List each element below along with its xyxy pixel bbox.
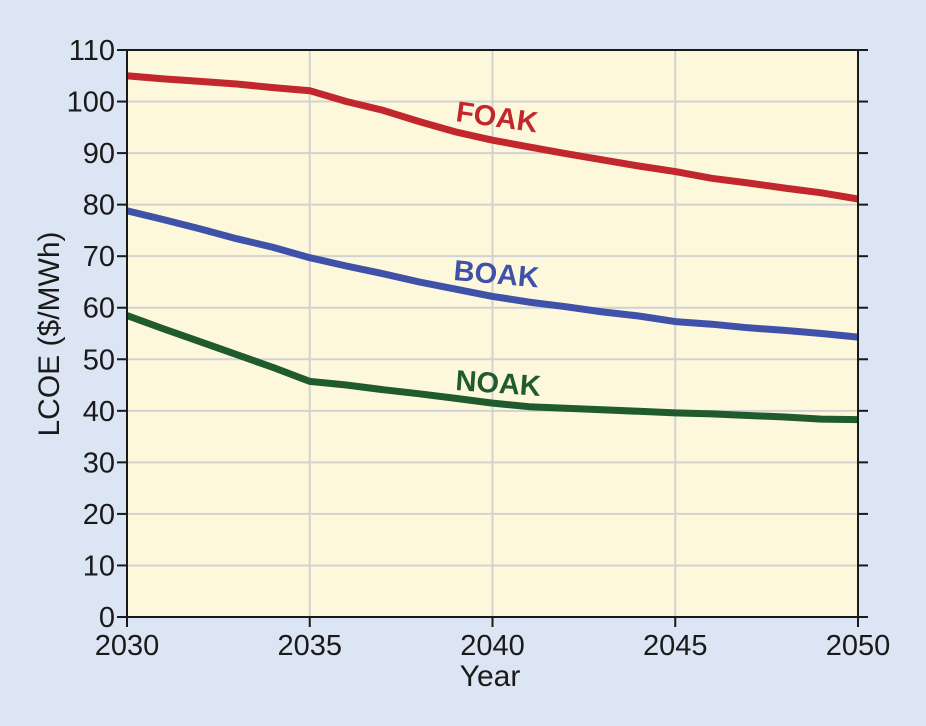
x-axis-label: Year <box>460 660 521 693</box>
y-tick-label: 0 <box>99 602 115 634</box>
series-line-foak <box>126 72 859 203</box>
axis-ticks <box>117 49 868 627</box>
series-lines <box>125 72 859 424</box>
y-tick-label: 110 <box>69 35 115 67</box>
y-tick-label: 40 <box>83 396 115 428</box>
y-tick-label: 30 <box>83 447 115 479</box>
y-tick-label: 20 <box>83 499 115 531</box>
series-label-boak: BOAK <box>452 255 540 294</box>
series-line-noak <box>125 312 859 424</box>
y-tick-label: 80 <box>83 190 115 222</box>
y-axis-label: LCOE ($/MWh) <box>33 231 66 436</box>
x-tick-label: 2050 <box>826 630 891 662</box>
series-line-boak <box>126 207 859 341</box>
y-tick-label: 70 <box>83 241 115 273</box>
y-tick-label: 60 <box>83 293 115 325</box>
series-label-noak: NOAK <box>455 365 542 403</box>
x-tick-label: 2045 <box>643 630 708 662</box>
x-tick-label: 2040 <box>460 630 525 662</box>
x-tick-label: 2035 <box>277 630 342 662</box>
y-tick-label: 90 <box>83 138 115 170</box>
y-tick-label: 50 <box>83 344 115 376</box>
y-tick-label: 10 <box>83 550 115 582</box>
y-tick-label: 100 <box>67 87 115 119</box>
x-tick-label: 2030 <box>95 630 160 662</box>
